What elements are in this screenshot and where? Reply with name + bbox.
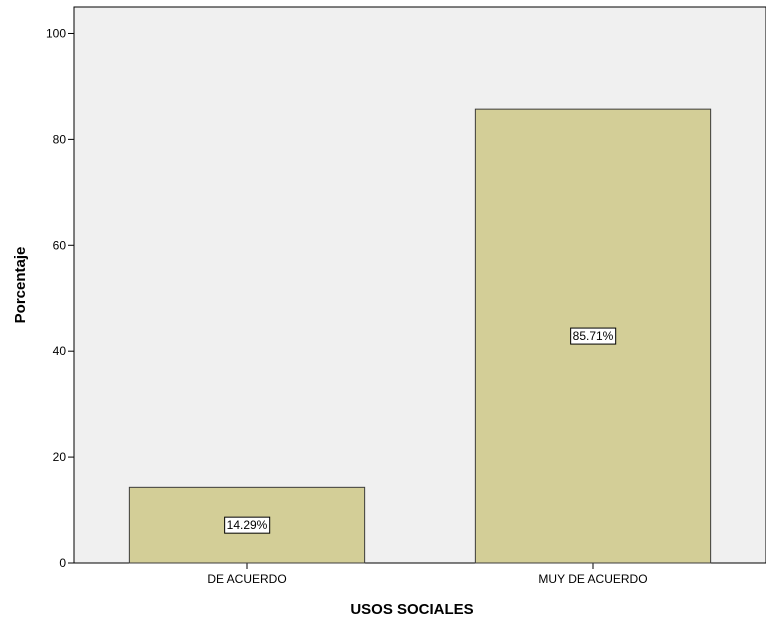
y-tick-label: 0: [59, 556, 66, 570]
x-axis-title: USOS SOCIALES: [350, 601, 473, 618]
y-axis-title: Porcentaje: [12, 247, 29, 324]
data-label-text: 14.29%: [227, 518, 268, 532]
data-label: 14.29%: [224, 516, 271, 534]
y-tick-label: 40: [53, 344, 67, 358]
y-tick-label: 60: [53, 238, 67, 252]
y-tick-label: 100: [46, 26, 66, 40]
data-label-box: [224, 516, 271, 534]
y-tick-label: 80: [53, 132, 67, 146]
y-axis: 0 20 40 60 80 100: [46, 7, 75, 570]
bars-group: 14.29% 85.71%: [128, 108, 712, 564]
x-tick-label: MUY DE ACUERDO: [538, 572, 647, 586]
data-label-box: [570, 327, 617, 345]
data-label-text: 85.71%: [573, 329, 614, 343]
x-tick-label: DE ACUERDO: [207, 572, 286, 586]
y-tick-label: 20: [53, 450, 67, 464]
data-label: 85.71%: [570, 327, 617, 345]
x-axis: DE ACUERDO MUY DE ACUERDO: [74, 562, 766, 586]
